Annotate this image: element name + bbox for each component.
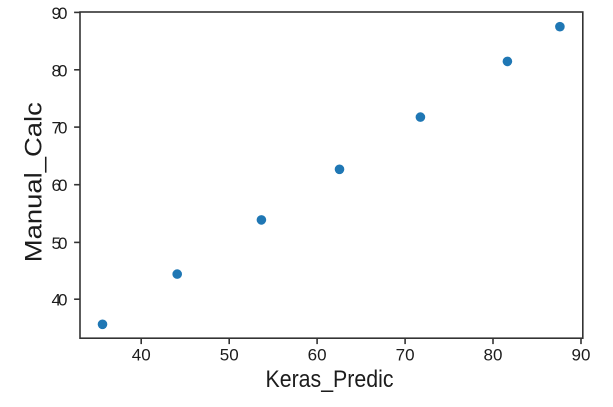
svg-text:40: 40 — [132, 346, 151, 365]
svg-text:80: 80 — [52, 61, 68, 80]
svg-text:50: 50 — [52, 234, 68, 253]
svg-text:90: 90 — [52, 4, 68, 23]
svg-text:50: 50 — [220, 346, 239, 365]
svg-text:80: 80 — [484, 346, 503, 365]
svg-text:60: 60 — [308, 346, 327, 365]
svg-text:70: 70 — [52, 119, 68, 138]
svg-text:Manual_Calc: Manual_Calc — [21, 102, 48, 262]
svg-text:40: 40 — [52, 291, 68, 310]
svg-text:Keras_Predic: Keras_Predic — [266, 366, 394, 393]
svg-text:70: 70 — [396, 346, 415, 365]
svg-text:60: 60 — [52, 176, 68, 195]
svg-text:90: 90 — [572, 346, 591, 365]
